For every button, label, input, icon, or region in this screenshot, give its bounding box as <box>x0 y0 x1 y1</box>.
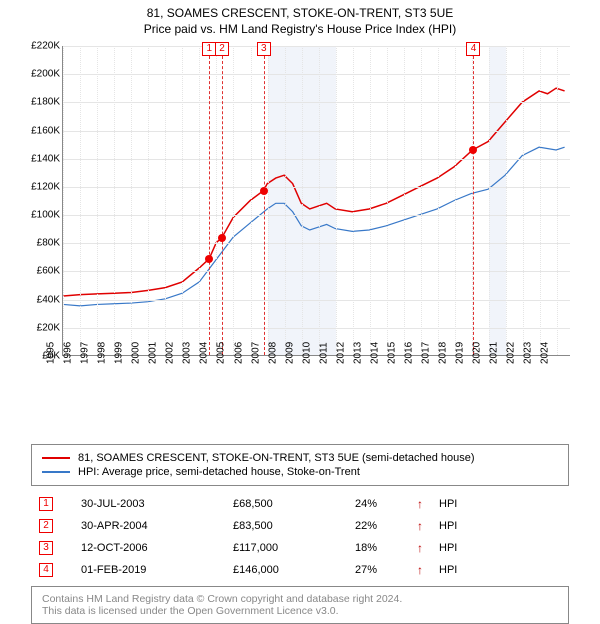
x-tick-label: 2022 <box>506 342 517 364</box>
sale-date: 30-APR-2004 <box>75 516 225 536</box>
legend-swatch <box>42 471 70 473</box>
chart-lines <box>63 46 570 355</box>
sale-price: £146,000 <box>227 560 347 580</box>
sale-rel: HPI <box>433 516 567 536</box>
x-tick-label: 2007 <box>250 342 261 364</box>
sale-row: 3 12-OCT-2006£117,00018% ↑ HPI <box>33 538 567 558</box>
sale-index: 2 <box>39 519 53 533</box>
sale-index: 4 <box>39 563 53 577</box>
x-tick-label: 2021 <box>489 342 500 364</box>
y-tick-label: £140K <box>20 153 60 164</box>
x-tick-label: 2001 <box>148 342 159 364</box>
sale-date: 30-JUL-2003 <box>75 494 225 514</box>
arrow-up-icon: ↑ <box>417 541 423 555</box>
y-tick-label: £60K <box>20 266 60 277</box>
arrow-up-icon: ↑ <box>417 563 423 577</box>
y-tick-label: £120K <box>20 181 60 192</box>
x-tick-label: 2008 <box>267 342 278 364</box>
event-marker-box: 3 <box>257 42 271 56</box>
y-tick-label: £180K <box>20 97 60 108</box>
sale-index: 1 <box>39 497 53 511</box>
event-dot <box>205 255 213 263</box>
legend-row: 81, SOAMES CRESCENT, STOKE-ON-TRENT, ST3… <box>42 451 558 465</box>
plot-area: 1234 <box>62 46 570 356</box>
sale-rel: HPI <box>433 494 567 514</box>
x-tick-label: 2015 <box>386 342 397 364</box>
arrow-up-icon: ↑ <box>417 497 423 511</box>
x-tick-label: 2017 <box>421 342 432 364</box>
x-tick-label: 2003 <box>182 342 193 364</box>
event-dot <box>218 234 226 242</box>
sale-pct: 27% <box>349 560 409 580</box>
title-line-1: 81, SOAMES CRESCENT, STOKE-ON-TRENT, ST3… <box>0 6 600 20</box>
sale-row: 4 01-FEB-2019£146,00027% ↑ HPI <box>33 560 567 580</box>
x-tick-label: 2000 <box>131 342 142 364</box>
y-tick-label: £40K <box>20 294 60 305</box>
sale-rel: HPI <box>433 538 567 558</box>
x-tick-label: 2010 <box>301 342 312 364</box>
x-tick-label: 2023 <box>523 342 534 364</box>
x-tick-label: 2019 <box>455 342 466 364</box>
y-tick-label: £100K <box>20 210 60 221</box>
event-line <box>473 46 474 355</box>
legend-row: HPI: Average price, semi-detached house,… <box>42 465 558 479</box>
sale-row: 2 30-APR-2004£83,50022% ↑ HPI <box>33 516 567 536</box>
event-line <box>222 46 223 355</box>
sale-date: 01-FEB-2019 <box>75 560 225 580</box>
footer-line-2: This data is licensed under the Open Gov… <box>42 605 558 617</box>
x-tick-label: 1997 <box>80 342 91 364</box>
x-tick-label: 1998 <box>97 342 108 364</box>
x-tick-label: 2009 <box>284 342 295 364</box>
legend: 81, SOAMES CRESCENT, STOKE-ON-TRENT, ST3… <box>31 444 569 486</box>
sale-pct: 18% <box>349 538 409 558</box>
event-line <box>264 46 265 355</box>
y-tick-label: £220K <box>20 41 60 52</box>
x-tick-label: 2013 <box>352 342 363 364</box>
sale-pct: 24% <box>349 494 409 514</box>
sale-rel: HPI <box>433 560 567 580</box>
sale-row: 1 30-JUL-2003£68,50024% ↑ HPI <box>33 494 567 514</box>
x-tick-label: 1999 <box>114 342 125 364</box>
event-line <box>209 46 210 355</box>
x-tick-label: 2018 <box>438 342 449 364</box>
sale-index: 3 <box>39 541 53 555</box>
event-marker-box: 4 <box>466 42 480 56</box>
x-tick-label: 2016 <box>403 342 414 364</box>
sales-table: 1 30-JUL-2003£68,50024% ↑ HPI 2 30-APR-2004£8… <box>31 492 569 582</box>
event-marker-box: 2 <box>215 42 229 56</box>
chart: 1234 £0K£20K£40K£60K£80K£100K£120K£140K£… <box>20 46 580 396</box>
x-tick-label: 2014 <box>369 342 380 364</box>
y-tick-label: £80K <box>20 238 60 249</box>
chart-title: 81, SOAMES CRESCENT, STOKE-ON-TRENT, ST3… <box>0 0 600 38</box>
x-tick-label: 2020 <box>472 342 483 364</box>
x-tick-label: 2002 <box>165 342 176 364</box>
x-tick-label: 2005 <box>216 342 227 364</box>
sale-pct: 22% <box>349 516 409 536</box>
x-tick-label: 2011 <box>318 342 329 364</box>
title-line-2: Price paid vs. HM Land Registry's House … <box>0 22 600 36</box>
x-tick-label: 1996 <box>63 342 74 364</box>
x-tick-label: 2024 <box>540 342 551 364</box>
y-tick-label: £200K <box>20 69 60 80</box>
x-tick-label: 1995 <box>46 342 57 364</box>
sale-date: 12-OCT-2006 <box>75 538 225 558</box>
sale-price: £83,500 <box>227 516 347 536</box>
footer-line-1: Contains HM Land Registry data © Crown c… <box>42 593 558 605</box>
footer: Contains HM Land Registry data © Crown c… <box>31 586 569 624</box>
x-tick-label: 2006 <box>233 342 244 364</box>
sale-price: £68,500 <box>227 494 347 514</box>
legend-swatch <box>42 457 70 459</box>
event-dot <box>469 146 477 154</box>
legend-label: HPI: Average price, semi-detached house,… <box>78 466 360 478</box>
legend-label: 81, SOAMES CRESCENT, STOKE-ON-TRENT, ST3… <box>78 452 475 464</box>
arrow-up-icon: ↑ <box>417 519 423 533</box>
event-dot <box>260 187 268 195</box>
y-tick-label: £20K <box>20 322 60 333</box>
x-tick-label: 2012 <box>335 342 346 364</box>
sale-price: £117,000 <box>227 538 347 558</box>
x-tick-label: 2004 <box>199 342 210 364</box>
y-tick-label: £160K <box>20 125 60 136</box>
